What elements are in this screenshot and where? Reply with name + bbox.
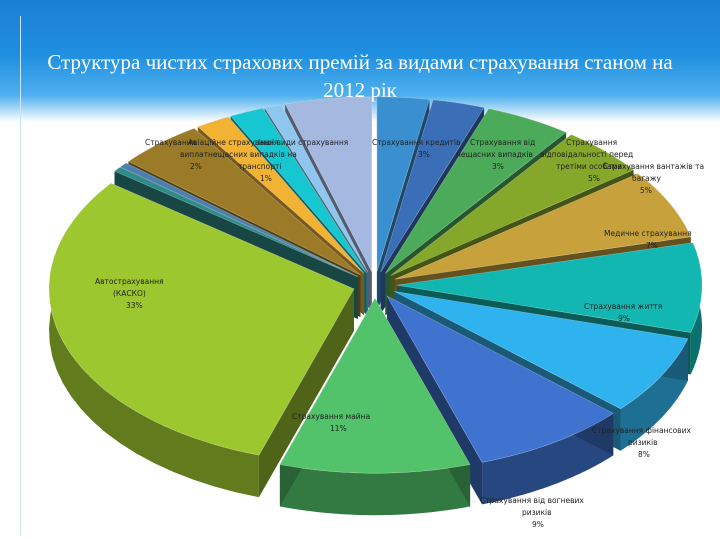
chart-title: Структура чистих страхових премій за вид… <box>47 50 673 102</box>
label-cargo-2: багажу <box>632 174 662 183</box>
label-liability-2: відповідальності перед <box>540 150 633 159</box>
pie-slice-side <box>49 183 259 498</box>
label-financial-pct: 8% <box>638 450 650 459</box>
label-credit: Страхування кредитів <box>372 138 460 147</box>
pie-slice-edge <box>258 288 354 498</box>
label-liability-1: Страхування <box>566 138 617 147</box>
label-cluster-b: Авіаційне страхування <box>188 138 278 147</box>
label-auto-2: (КАСКО) <box>113 289 146 298</box>
pie-slice <box>197 116 365 274</box>
label-life-1: Страхування життя <box>584 302 662 311</box>
label-property-pct: 11% <box>330 424 347 433</box>
pie-slice-side <box>279 464 471 516</box>
label-fire-1: Страхування від вогневих <box>480 496 584 505</box>
pie-slice <box>127 128 361 276</box>
label-cluster-d: виплат <box>180 150 209 159</box>
label-financial-1: Страхування фінансових <box>592 426 691 435</box>
label-cargo-1: Страхування вантажів та <box>603 162 704 171</box>
label-cluster-a: Страхування <box>145 138 196 147</box>
label-property-1: Страхування майна <box>292 412 370 421</box>
label-cluster-c: Інші види страхування <box>258 138 348 147</box>
label-cluster-pct-a: 2% <box>190 162 202 171</box>
pie-slice <box>264 104 369 273</box>
slide-frame-line <box>20 16 21 536</box>
pie-slice <box>385 108 567 274</box>
pie-labels: Страхування Авіаційне страхування Інші в… <box>95 138 704 529</box>
pie-slice <box>119 162 359 277</box>
pie-slice <box>380 99 485 273</box>
pie-slice <box>279 297 471 474</box>
pie-slice <box>376 96 430 272</box>
pie-slices <box>48 96 703 516</box>
label-accident-2: нещасних випадків <box>456 150 533 159</box>
label-auto-pct: 33% <box>126 301 143 310</box>
label-liability-3: третіми особами <box>556 162 622 171</box>
label-credit-pct: 3% <box>418 150 430 159</box>
label-accident-pct: 3% <box>492 162 504 171</box>
label-cargo-pct: 5% <box>640 186 652 195</box>
pie-slice <box>48 182 355 456</box>
label-fire-pct: 9% <box>532 520 544 529</box>
label-liability-pct: 5% <box>588 174 600 183</box>
pie-slice <box>113 166 358 278</box>
pie-slice <box>386 295 614 463</box>
pie-slice <box>394 291 689 410</box>
label-life-pct: 9% <box>618 314 630 323</box>
label-cluster-pct-b: 1% <box>260 174 272 183</box>
label-accident-1: Страхування від <box>470 138 535 147</box>
label-auto-1: Автострахування <box>95 277 164 286</box>
label-financial-2: ризиків <box>628 438 658 447</box>
pie-slice <box>230 107 367 274</box>
label-medical-pct: 7% <box>646 241 658 250</box>
label-fire-2: ризиків <box>522 508 552 517</box>
label-medical-1: Медичне страхування <box>604 229 692 238</box>
pie-slice <box>390 134 635 276</box>
pie-slice <box>396 242 703 333</box>
pie-slice <box>284 96 373 273</box>
pie-slice <box>394 173 692 280</box>
label-cluster-f: транспорті <box>238 162 281 171</box>
label-cluster-e: нещасних випадків на <box>208 150 297 159</box>
